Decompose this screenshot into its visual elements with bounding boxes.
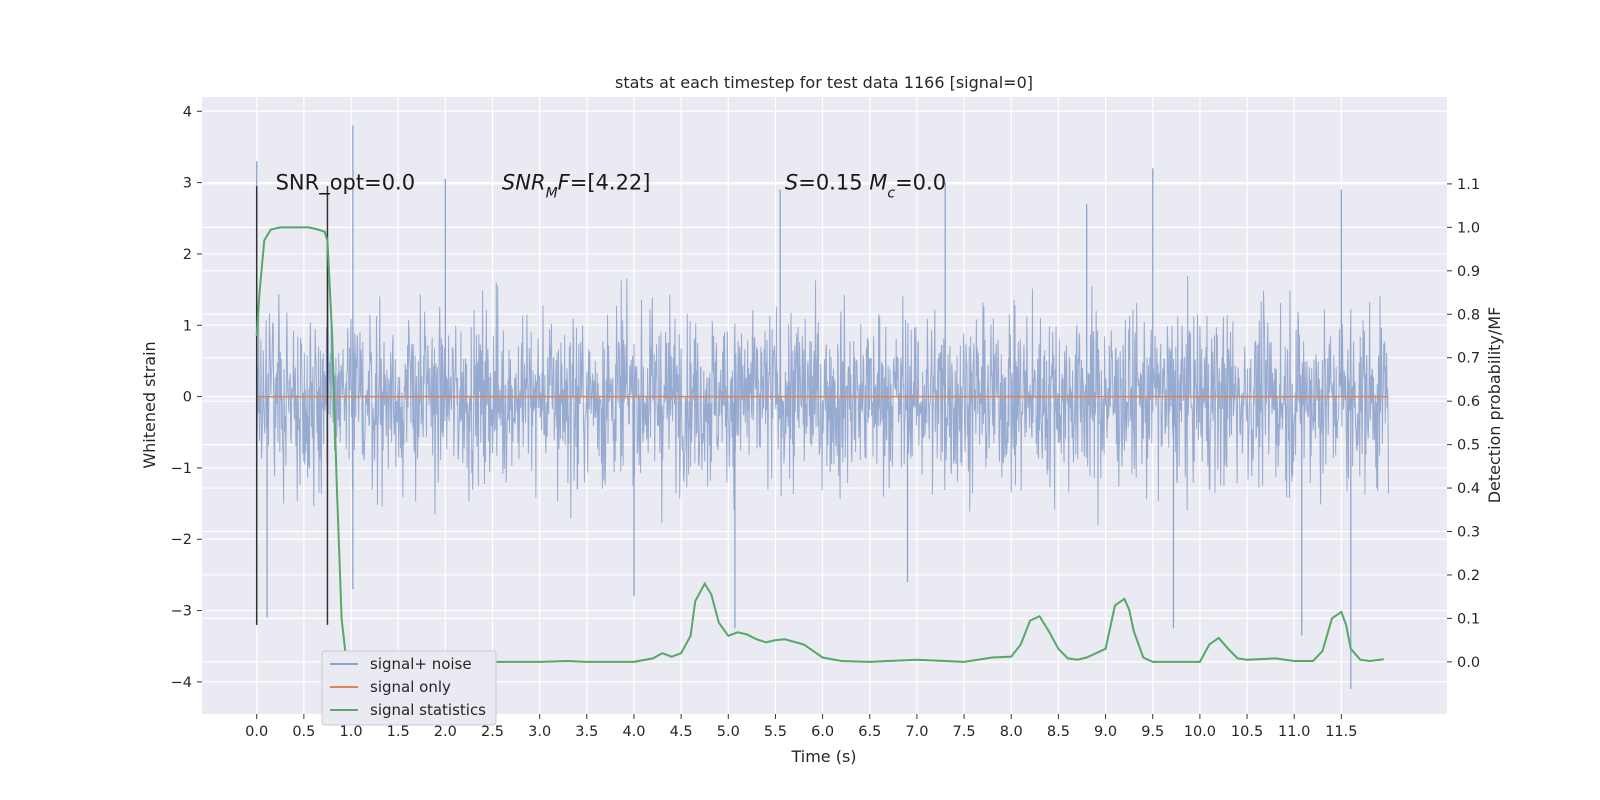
x-tick-label: 7.0 bbox=[905, 724, 928, 740]
x-tick-label: 11.0 bbox=[1278, 724, 1310, 740]
y-axis-label: Whitened strain bbox=[140, 341, 159, 468]
annotation-part: =0.15 bbox=[798, 171, 869, 195]
annotation-part: SNR bbox=[502, 171, 546, 195]
x-tick-label: 10.0 bbox=[1184, 724, 1216, 740]
x-tick-label: 11.5 bbox=[1325, 724, 1357, 740]
legend: signal+ noise signal only signal statist… bbox=[321, 650, 497, 726]
annotation-part: M bbox=[546, 186, 558, 202]
y2-tick-label: 0.9 bbox=[1457, 264, 1480, 280]
annotation-part: SNR_opt=0.0 bbox=[276, 171, 416, 196]
x-tick-label: 9.5 bbox=[1141, 724, 1164, 740]
x-tick-label: 1.0 bbox=[339, 724, 362, 740]
legend-label-signal-only: signal only bbox=[370, 678, 451, 696]
y2-tick-label: 0.7 bbox=[1457, 351, 1480, 367]
y2-tick-label: 1.1 bbox=[1457, 177, 1480, 193]
x-tick-label: 2.0 bbox=[434, 724, 457, 740]
x-tick-label: 4.5 bbox=[670, 724, 693, 740]
annotation-part: S bbox=[785, 171, 798, 195]
y2-tick-label: 0.3 bbox=[1457, 525, 1480, 541]
y-tick-label: −1 bbox=[171, 461, 192, 477]
x-axis-ticks: 0.0 0.5 1.0 1.5 2.0 2.5 3.0 3.5 4.0 4.5 5.0 5.5 6.0 6… bbox=[245, 714, 1358, 740]
y2-axis-ticks: 0.0 0.1 0.2 0.3 0.4 0.5 0.6 0.7 0.8 0.9 1.0 1.1 bbox=[1447, 177, 1480, 671]
y2-tick-label: 0.8 bbox=[1457, 307, 1480, 323]
y-tick-label: 4 bbox=[183, 104, 192, 120]
x-tick-label: 3.0 bbox=[528, 724, 551, 740]
annotation-text: SNRMF=[4.22] bbox=[502, 171, 651, 202]
x-tick-label: 4.0 bbox=[622, 724, 645, 740]
x-tick-label: 2.5 bbox=[481, 724, 504, 740]
x-tick-label: 8.5 bbox=[1047, 724, 1070, 740]
y2-axis-label: Detection probability/MF bbox=[1485, 307, 1504, 504]
y-tick-label: −4 bbox=[171, 675, 192, 691]
x-tick-label: 0.0 bbox=[245, 724, 268, 740]
annotation-text: SNR_opt=0.0 bbox=[276, 171, 416, 196]
y2-tick-label: 0.4 bbox=[1457, 481, 1480, 497]
annotation-part: F bbox=[558, 171, 571, 195]
legend-label-signal-noise: signal+ noise bbox=[370, 655, 472, 673]
annotations: SNR_opt=0.0 SNRMF=[4.22] S=0.15 Mc=0.0 bbox=[276, 171, 947, 202]
y-tick-label: −2 bbox=[171, 532, 192, 548]
annotation-part: =[4.22] bbox=[570, 171, 651, 195]
y-tick-label: 1 bbox=[183, 318, 192, 334]
x-tick-label: 7.5 bbox=[953, 724, 976, 740]
y-tick-label: 3 bbox=[183, 176, 192, 192]
legend-label-signal-statistics: signal statistics bbox=[370, 701, 486, 719]
x-tick-label: 1.5 bbox=[387, 724, 410, 740]
y-tick-label: 2 bbox=[183, 247, 192, 263]
y-tick-label: 0 bbox=[183, 390, 192, 406]
annotation-part: =0.0 bbox=[895, 171, 946, 195]
x-tick-label: 9.0 bbox=[1094, 724, 1117, 740]
annotation-part: M bbox=[869, 171, 887, 195]
y-tick-label: −3 bbox=[171, 604, 192, 620]
x-tick-label: 5.5 bbox=[764, 724, 787, 740]
legend-box bbox=[321, 650, 497, 726]
x-tick-label: 6.0 bbox=[811, 724, 834, 740]
x-tick-label: 8.0 bbox=[1000, 724, 1023, 740]
y2-tick-label: 0.1 bbox=[1457, 611, 1480, 627]
y2-tick-label: 0.6 bbox=[1457, 394, 1480, 410]
annotation-part: c bbox=[887, 186, 895, 202]
y2-tick-label: 0.0 bbox=[1457, 655, 1480, 671]
annotation-text: S=0.15 Mc=0.0 bbox=[785, 171, 946, 202]
x-tick-label: 10.5 bbox=[1231, 724, 1263, 740]
y2-tick-label: 1.0 bbox=[1457, 220, 1480, 236]
x-tick-label: 3.5 bbox=[575, 724, 598, 740]
y-axis-ticks: −4 −3 −2 −1 0 1 2 3 4 bbox=[171, 104, 202, 691]
x-tick-label: 0.5 bbox=[292, 724, 315, 740]
y2-tick-label: 0.5 bbox=[1457, 438, 1480, 454]
x-tick-label: 6.5 bbox=[858, 724, 881, 740]
y2-tick-label: 0.2 bbox=[1457, 568, 1480, 584]
chart-title: stats at each timestep for test data 116… bbox=[615, 73, 1033, 92]
x-tick-label: 5.0 bbox=[717, 724, 740, 740]
x-axis-label: Time (s) bbox=[790, 747, 856, 766]
